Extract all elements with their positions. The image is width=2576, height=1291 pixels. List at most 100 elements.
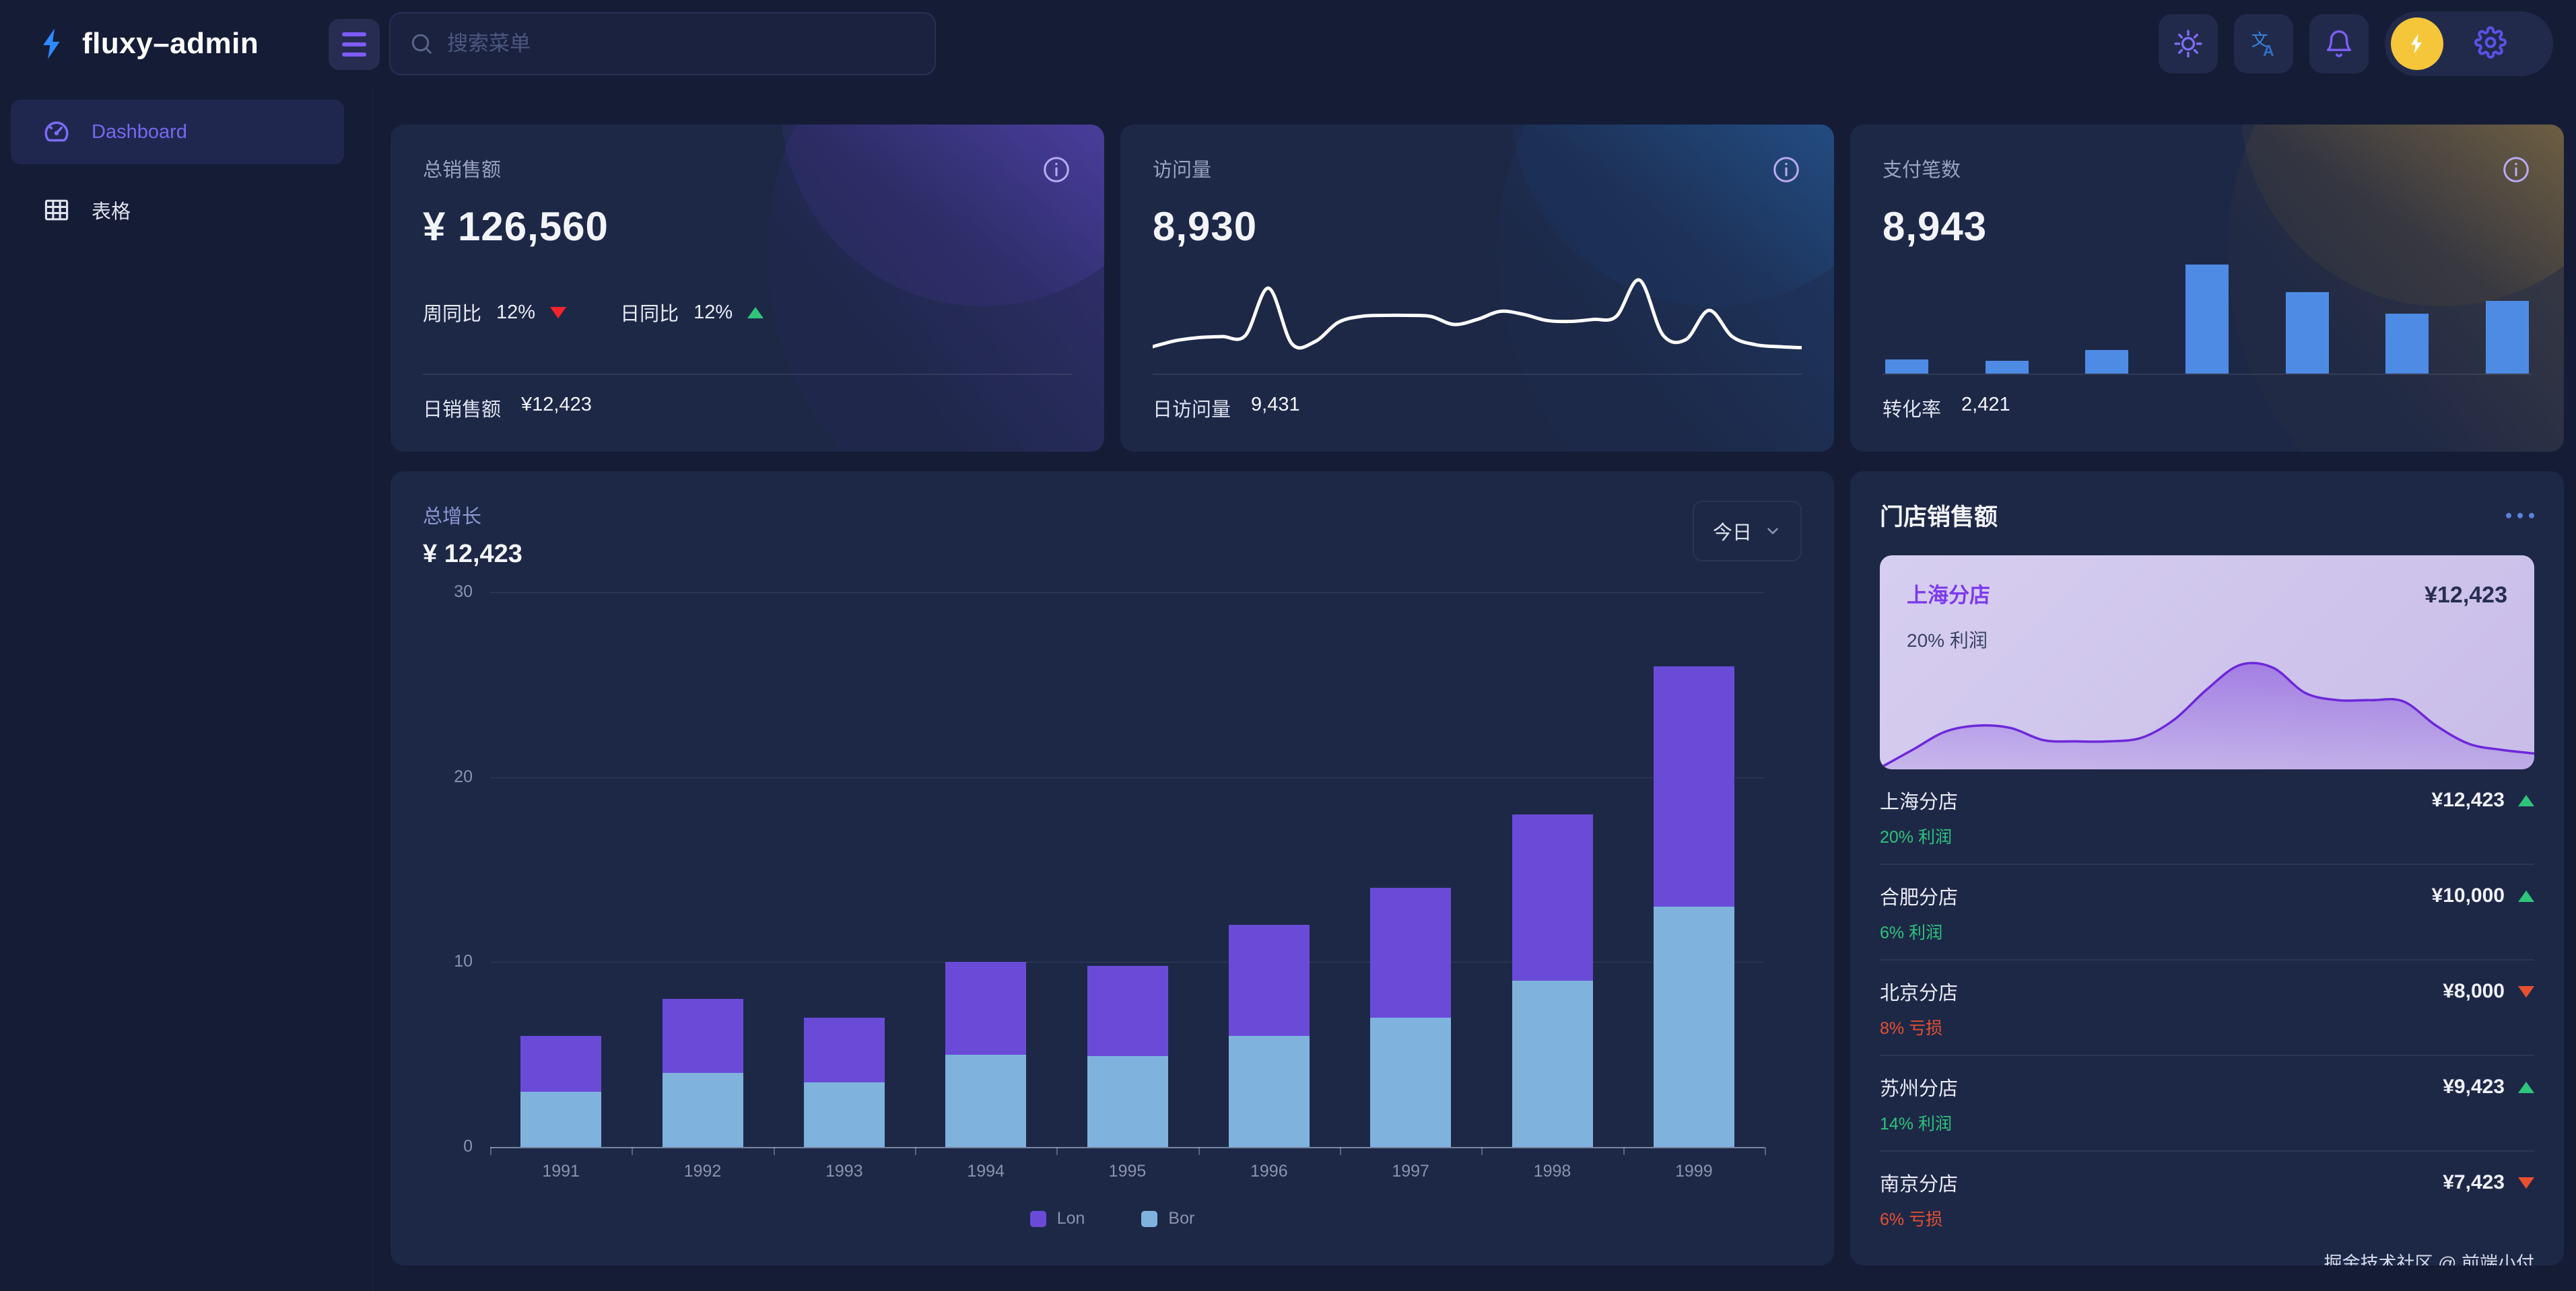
translate-icon: 文 A (2251, 31, 2274, 59)
bar-segment-Lon-1991 (520, 1036, 602, 1092)
main-content: 总销售额 ¥ 126,560 周同比 12% 日同比 (373, 88, 2576, 1291)
visits-sparkline-chart (1153, 278, 1802, 350)
chart-legend: Lon Bor (423, 1209, 1802, 1228)
footer-value: 2,421 (1961, 394, 2010, 415)
hamburger-icon (342, 32, 366, 36)
legend-item-Bor[interactable]: Bor (1141, 1209, 1194, 1228)
mini-bar (1985, 361, 2029, 374)
chart-value: ¥ 12,423 (423, 540, 522, 568)
table-icon (44, 199, 69, 221)
bar-segment-Lon-1998 (1512, 814, 1593, 981)
info-icon[interactable] (1041, 154, 1072, 187)
topbar-actions: 文 A (2159, 0, 2553, 88)
search-input[interactable] (447, 32, 916, 56)
card-value: ¥ 126,560 (423, 204, 609, 249)
card-title: 支付笔数 (1883, 160, 1961, 181)
gauge-icon (44, 121, 69, 142)
bar-segment-Bor-1996 (1228, 1036, 1310, 1147)
sidebar-item-label: Dashboard (92, 120, 187, 143)
bell-icon (2326, 30, 2352, 57)
sidebar-item-label: 表格 (92, 201, 131, 223)
payments-bar-chart (1883, 254, 2532, 374)
avatar[interactable] (2391, 18, 2443, 70)
growth-chart-card: 总增长 ¥ 12,423 今日 0 10 20 30 1991 1992 1993 1994 1… (391, 471, 1834, 1265)
svg-text:A: A (2263, 42, 2274, 59)
metric-day: 日同比 12% (620, 298, 764, 326)
info-icon[interactable] (2501, 154, 2532, 187)
mini-bar (2285, 291, 2329, 374)
trend-up-icon (2518, 890, 2534, 902)
info-icon[interactable] (1771, 154, 1802, 187)
card-title: 总销售额 (423, 160, 502, 181)
store-row: 南京分店 ¥7,423 6% 亏损 (1880, 1152, 2534, 1246)
bar-segment-Lon-1997 (1370, 888, 1452, 1018)
chevron-down-icon (1767, 528, 1778, 534)
bar-segment-Bor-1999 (1653, 906, 1734, 1147)
featured-store-card: 上海分店 ¥12,423 20% 利润 (1880, 555, 2534, 769)
user-menu[interactable] (2385, 11, 2553, 76)
settings-button[interactable] (2474, 26, 2507, 62)
featured-store-name: 上海分店 (1907, 584, 1990, 607)
store-row: 北京分店 ¥8,000 8% 亏损 (1880, 961, 2534, 1056)
menu-toggle-button[interactable] (329, 19, 380, 70)
trend-down-icon (2518, 1177, 2534, 1189)
bar-segment-Lon-1999 (1653, 666, 1734, 907)
growth-stacked-bar-chart[interactable]: 0 10 20 30 1991 1992 1993 1994 1995 1996 1997 1998 1… (423, 582, 1802, 1241)
bar-segment-Bor-1997 (1370, 1017, 1452, 1147)
search-icon (411, 34, 432, 55)
mini-bar (2085, 350, 2129, 374)
store-sales-panel: 门店销售额 上海分店 ¥12,423 20% 利润 上海分店 ¥ (1850, 471, 2564, 1265)
mini-bar (2385, 314, 2429, 374)
store-row: 合肥分店 ¥10,000 6% 利润 (1880, 865, 2534, 961)
panel-title: 门店销售额 (1880, 504, 1998, 530)
bar-segment-Lon-1993 (803, 1017, 885, 1082)
stat-card-row: 总销售额 ¥ 126,560 周同比 12% 日同比 (391, 125, 2564, 452)
bar-segment-Lon-1996 (1228, 925, 1310, 1037)
sidebar-item-dashboard[interactable]: Dashboard (11, 100, 344, 164)
bar-segment-Bor-1994 (945, 1054, 1027, 1147)
credit-text: 掘金技术社区 @ 前端小付 (2324, 1253, 2534, 1265)
bottom-row: 总增长 ¥ 12,423 今日 0 10 20 30 1991 1992 1993 1994 1… (391, 471, 2564, 1265)
divider (1883, 374, 2532, 375)
mini-bar (2185, 265, 2229, 374)
metric-week: 周同比 12% (423, 298, 567, 326)
bar-segment-Bor-1995 (1087, 1056, 1168, 1147)
trend-up-icon (2518, 1081, 2534, 1093)
lightning-bolt-icon (2410, 34, 2422, 54)
featured-area-chart (1880, 662, 2534, 769)
divider (1153, 374, 1802, 375)
mini-bar (2485, 301, 2529, 374)
more-menu-icon[interactable] (2506, 506, 2534, 525)
footer-value: ¥12,423 (521, 394, 592, 415)
trend-up-icon (2518, 794, 2534, 806)
bar-segment-Bor-1998 (1512, 980, 1593, 1147)
range-select[interactable]: 今日 (1692, 501, 1802, 561)
gear-icon (2474, 26, 2507, 59)
search-box (389, 12, 936, 75)
bar-segment-Bor-1993 (803, 1082, 885, 1147)
store-row: 上海分店 ¥12,423 20% 利润 (1880, 769, 2534, 865)
notifications-button[interactable] (2309, 14, 2369, 73)
featured-store-note: 20% 利润 (1907, 630, 1988, 651)
sidebar-item-table[interactable]: 表格 (11, 178, 344, 242)
topbar: fluxy–admin 文 (0, 0, 2576, 88)
bar-segment-Lon-1992 (662, 999, 743, 1074)
featured-store-value: ¥12,423 (2425, 582, 2507, 608)
svg-text:文: 文 (2251, 31, 2268, 50)
language-button[interactable]: 文 A (2234, 14, 2293, 73)
card-value: 8,930 (1153, 204, 1258, 249)
stat-card-payments: 支付笔数 8,943 转化率 2,421 (1850, 125, 2564, 452)
theme-toggle-button[interactable] (2159, 14, 2218, 73)
store-list: 上海分店 ¥12,423 20% 利润 合肥分店 ¥10,000 6% 利润 (1880, 769, 2534, 1246)
footer-value: 9,431 (1251, 394, 1300, 415)
card-value: 8,943 (1883, 204, 1988, 249)
lightning-bolt-icon (43, 28, 60, 59)
legend-item-Lon[interactable]: Lon (1029, 1209, 1085, 1228)
trend-up-icon (747, 306, 764, 318)
card-title: 访问量 (1153, 160, 1212, 181)
trend-down-icon (550, 306, 567, 318)
footer-label: 日访问量 (1153, 399, 1231, 421)
bar-segment-Bor-1992 (662, 1073, 743, 1147)
sidebar: Dashboard 表格 (0, 88, 373, 1291)
